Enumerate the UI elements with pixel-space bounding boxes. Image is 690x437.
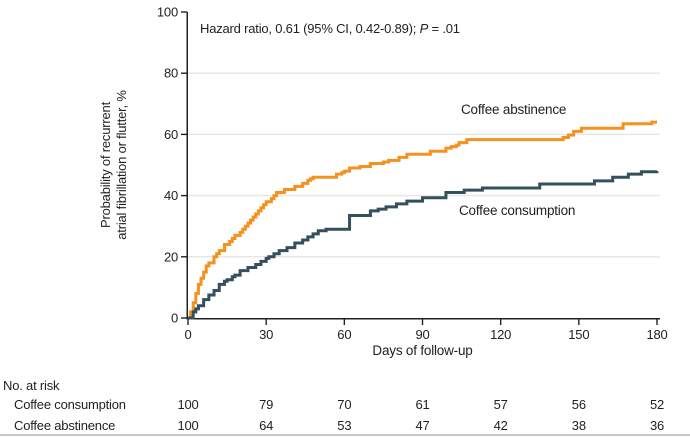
x-tick-label: 120 (490, 327, 511, 342)
risk-value: 47 (415, 418, 430, 433)
x-tick-label: 150 (568, 327, 589, 342)
risk-value: 61 (415, 397, 430, 412)
risk-value: 100 (177, 397, 199, 412)
x-tick-label: 0 (184, 327, 191, 342)
risk-row: Coffee consumption 100 79 70 61 57 56 52 (0, 397, 690, 413)
km-curve-coffee-consumption (188, 170, 659, 320)
x-tick-label: 60 (337, 327, 351, 342)
risk-value: 100 (177, 418, 199, 433)
y-tick-label: 0 (171, 311, 178, 326)
y-tick-label: 80 (164, 66, 178, 81)
risk-value: 38 (571, 418, 586, 433)
risk-value: 42 (493, 418, 508, 433)
x-tick-label: 180 (646, 327, 667, 342)
risk-value: 56 (571, 397, 586, 412)
km-plot-canvas: 0 20 40 60 80 100 0 30 60 90 120 150 180 (157, 5, 668, 343)
y-axis-title-line1: Probability of recurrent (98, 102, 113, 228)
y-tick-label: 100 (157, 5, 178, 20)
y-axis-title-line2: atrial fibrillation or flutter, % (114, 90, 129, 240)
figure-bottom-rule (0, 434, 690, 436)
annotation-p-value: = .01 (428, 21, 460, 36)
km-curve-coffee-abstinence (188, 120, 657, 320)
annotation-p-italic: P (419, 21, 429, 36)
risk-value: 64 (259, 418, 274, 433)
annotation-prefix: Hazard ratio, 0.61 (95% CI, 0.42-0.89); (200, 21, 420, 36)
risk-value: 70 (337, 397, 352, 412)
risk-value: 53 (337, 418, 352, 433)
x-axis-title: Days of follow-up (372, 343, 473, 358)
hazard-ratio-annotation: Hazard ratio, 0.61 (95% CI, 0.42-0.89); … (200, 21, 460, 36)
y-tick-label: 20 (164, 249, 178, 264)
y-axis-title: Probability of recurrent atrial fibrilla… (98, 45, 130, 285)
risk-row-label: Coffee consumption (14, 397, 126, 412)
risk-table-title: No. at risk (3, 378, 60, 393)
risk-value: 79 (259, 397, 274, 412)
risk-value: 57 (493, 397, 508, 412)
risk-row: Coffee abstinence 100 64 53 47 42 38 36 (0, 418, 690, 434)
risk-row-label: Coffee abstinence (14, 418, 116, 433)
y-tick-label: 40 (164, 188, 178, 203)
risk-value: 52 (649, 397, 665, 412)
curve-label-coffee-abstinence: Coffee abstinence (461, 102, 567, 117)
x-tick-label: 90 (415, 327, 429, 342)
risk-value: 36 (649, 418, 665, 433)
curve-label-coffee-consumption: Coffee consumption (459, 203, 576, 218)
x-tick-label: 30 (259, 327, 273, 342)
y-tick-label: 60 (164, 127, 178, 142)
